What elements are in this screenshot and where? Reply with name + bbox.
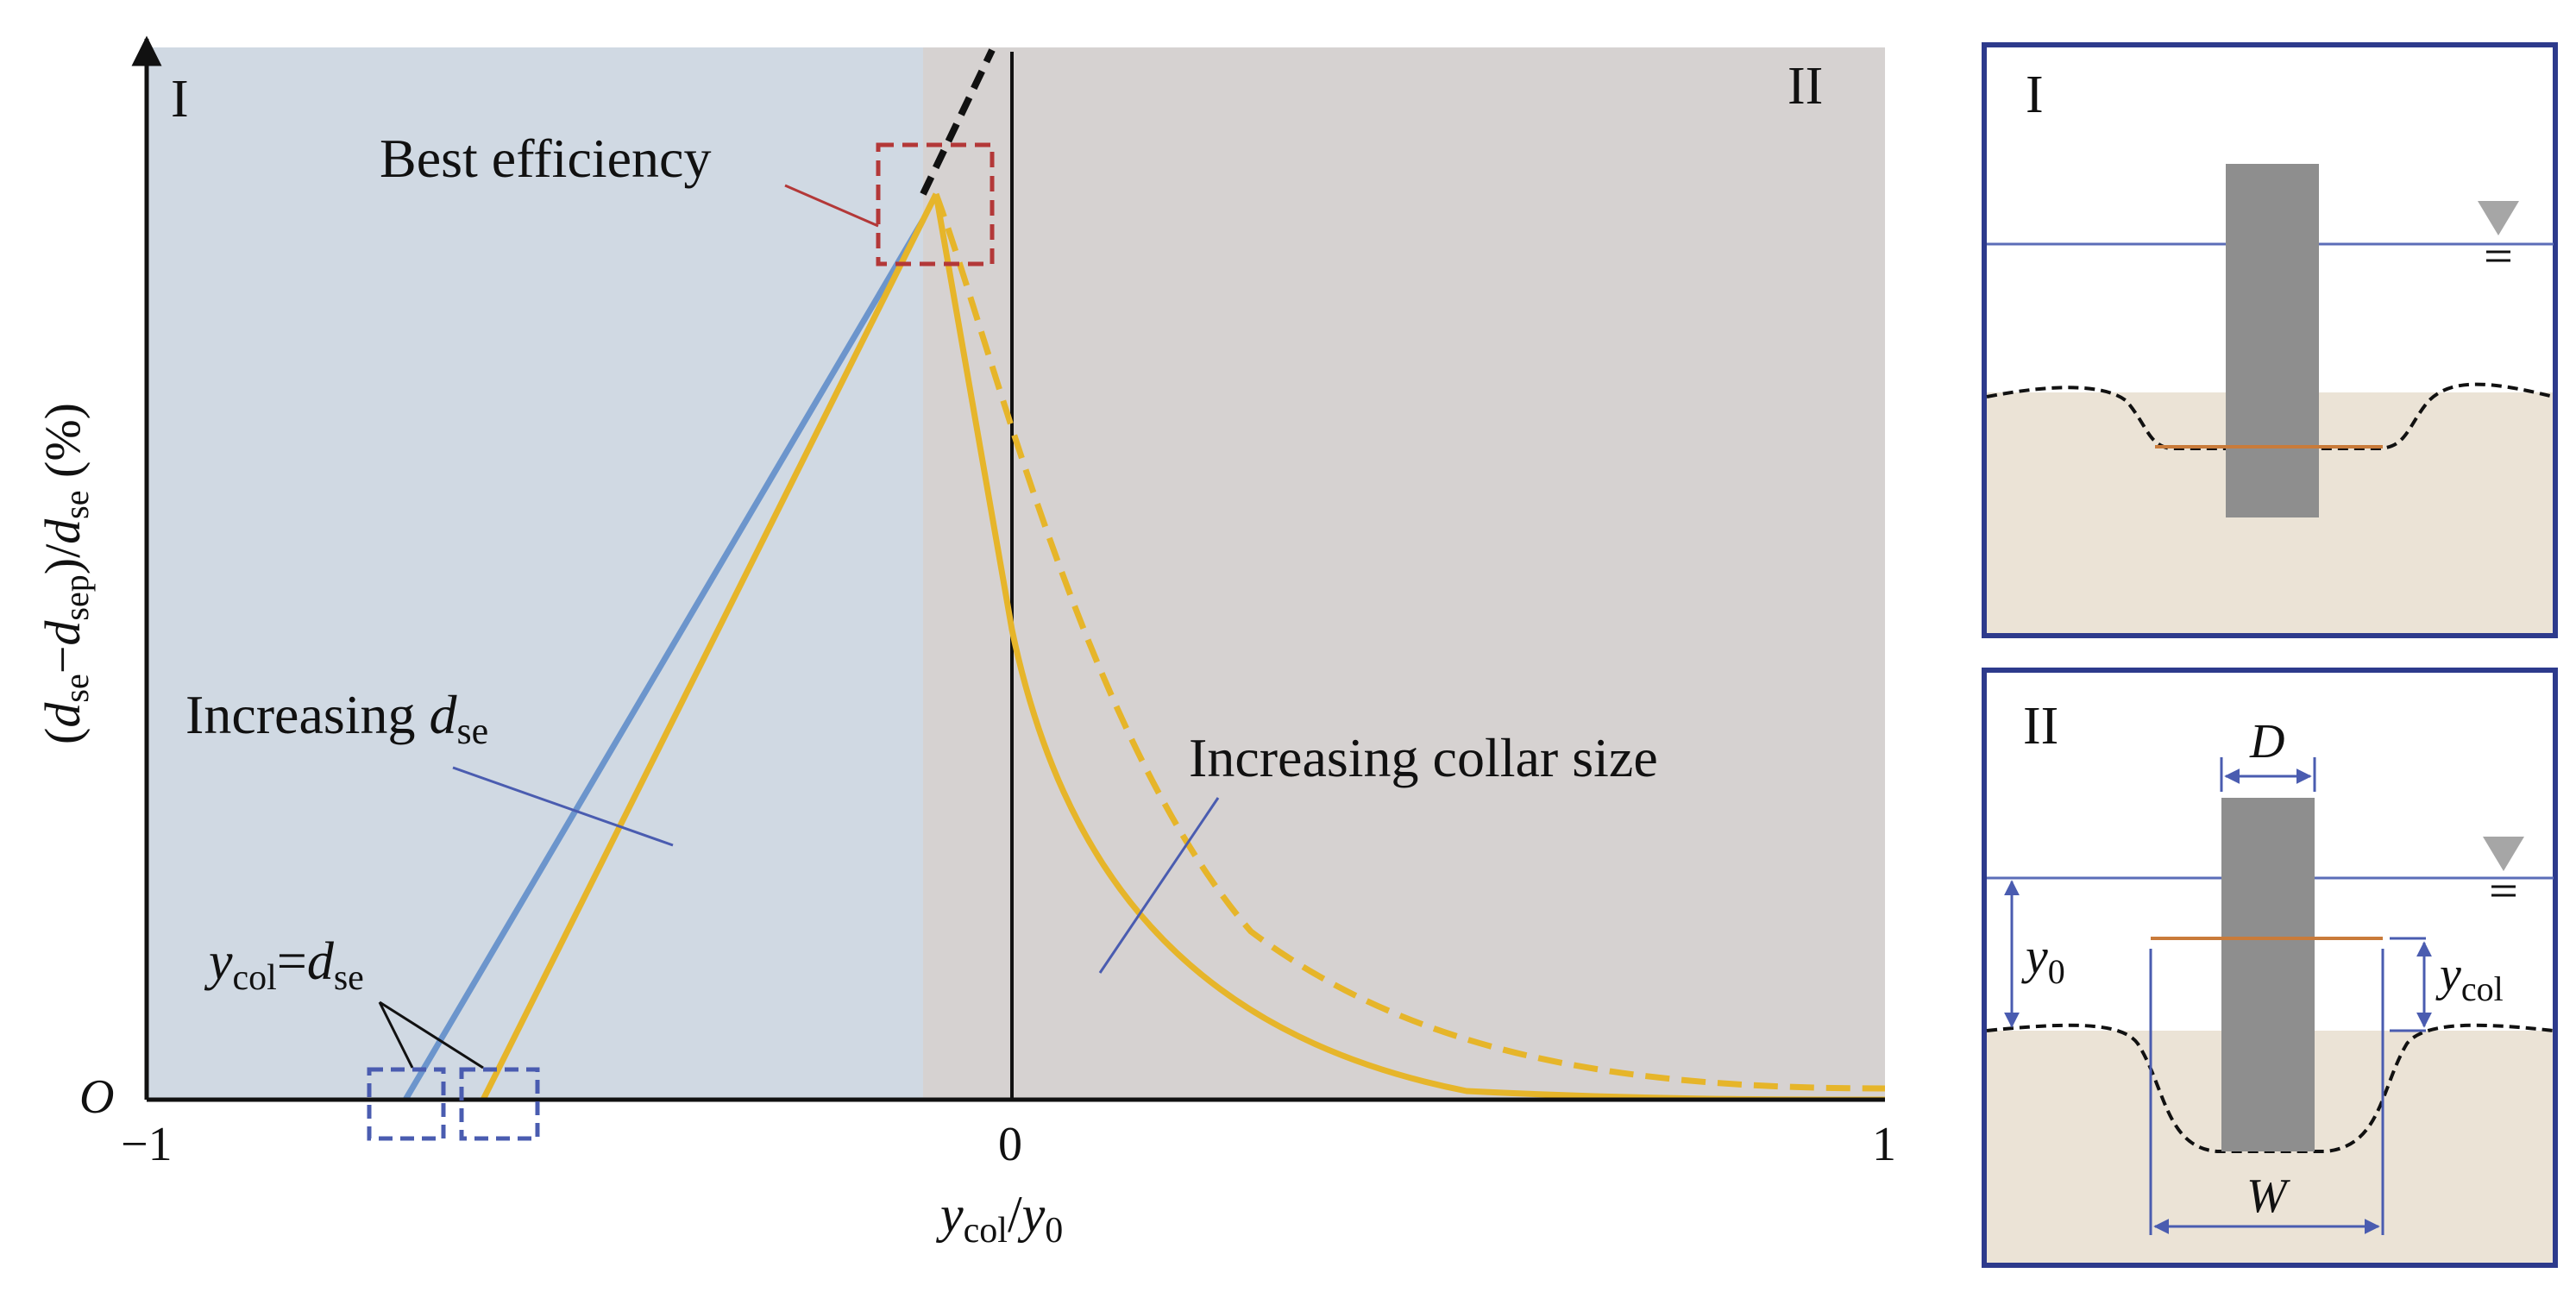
best-efficiency-leader [784,184,879,228]
panel-II-water-symbol [2483,837,2524,871]
panel-II: II D y0 ycol W [1982,668,2558,1268]
panel-II-label: II [2023,697,2058,756]
panel-I-label: I [2026,66,2044,124]
x-tick-0: 0 [998,1118,1022,1171]
x-tick-1: 1 [1872,1118,1896,1171]
ycol-leader-1 [378,1001,414,1069]
panel-I-pier [2226,164,2319,517]
best-efficiency-box [876,142,995,267]
increasing-dse-label: Increasing dse [185,684,488,752]
panel-I-scour-profile [1986,382,2554,450]
region-II-label: II [1787,57,1823,116]
ycol-box-yellow [459,1067,540,1141]
panel-II-frame [1982,668,2558,1268]
region-I-label: I [171,70,189,129]
increasing-dse-arrow [452,766,674,847]
increasing-collar-label: Increasing collar size [1189,727,1658,788]
ycol-equals-dse-label: ycol=dse [204,932,364,998]
ycol-leader-2 [379,1000,484,1069]
x-tick-neg1: −1 [121,1118,173,1171]
panel-I: I [1982,42,2558,638]
ycol-box-blue [367,1067,446,1141]
yellow-series-line [480,192,939,1100]
y-axis-label: (dse−dsep)/dse (%) [35,403,96,744]
dim-y0-label: y0 [2021,928,2065,991]
best-efficiency-label: Best efficiency [380,128,711,189]
blue-series-line [402,218,927,1100]
dim-ycol-label: ycol [2435,948,2504,1008]
region-II-background [923,47,1885,1100]
panel-I-water-symbol [2478,201,2519,235]
x-axis-label: ycol/y0 [935,1186,1063,1251]
yellow-dashed-decay-curve [933,192,1885,1092]
origin-label: O [79,1070,114,1124]
panel-I-frame [1982,42,2558,638]
black-dashed-extension [920,48,996,196]
region-I-background [147,47,923,1100]
panel-II-pier [2221,798,2315,1151]
increasing-collar-arrow [1098,797,1220,974]
main-chart: I II −1 0 1 O ycol/y0 (dse− [35,35,1896,1251]
dim-W-label: W [2246,1170,2290,1223]
dim-D-label: D [2249,715,2284,768]
